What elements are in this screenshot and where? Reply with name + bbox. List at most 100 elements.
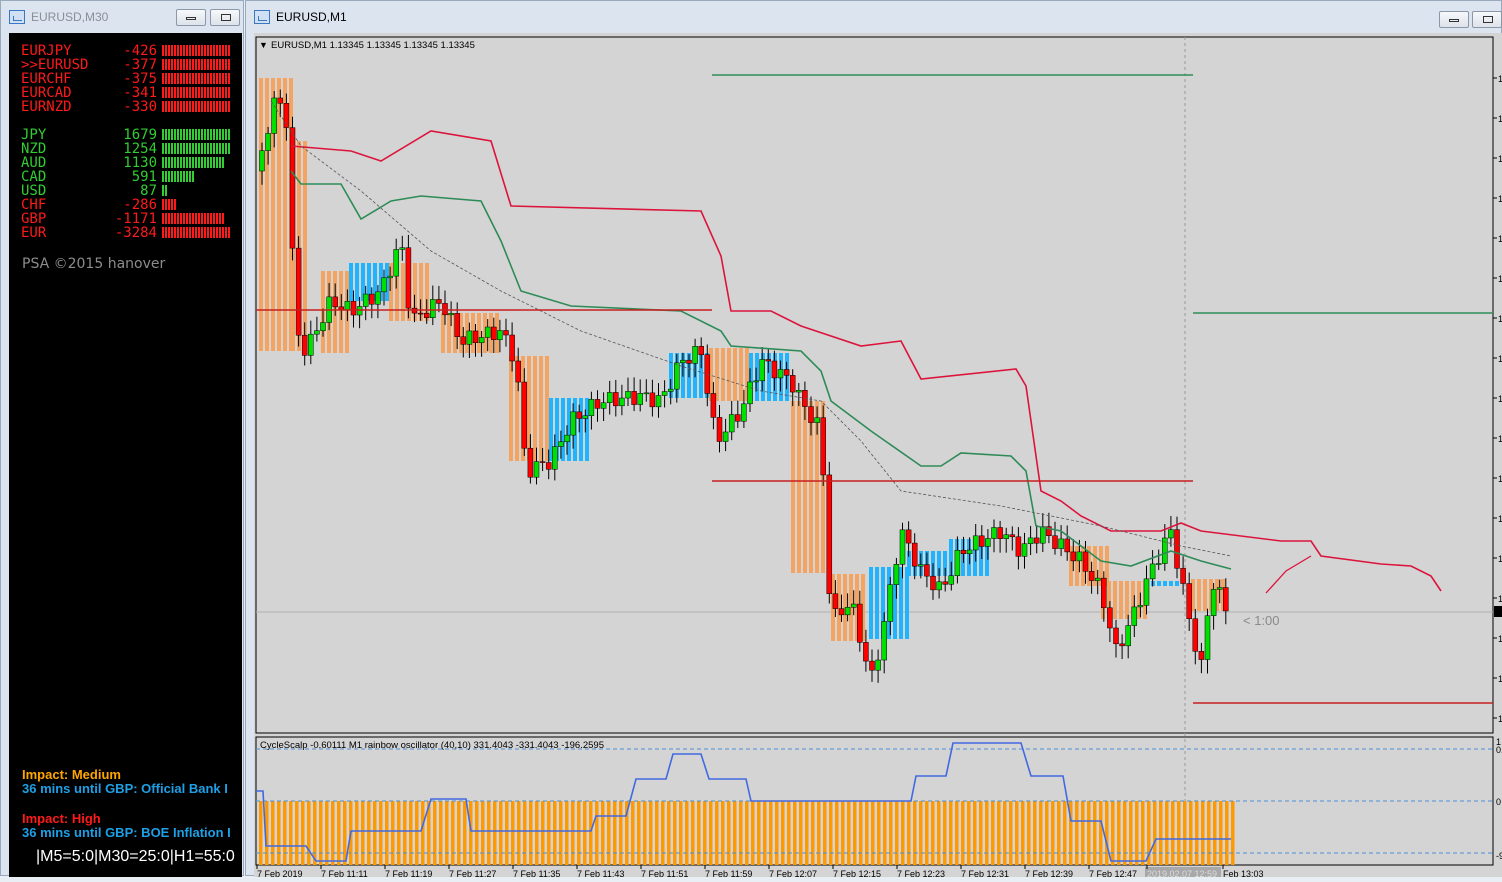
- oscillator-bar: [691, 801, 695, 865]
- candle-body: [1094, 577, 1101, 581]
- time-label: 7 Feb 12:15: [833, 869, 881, 877]
- oscillator-bar: [781, 801, 785, 865]
- oscillator-bar: [1075, 801, 1079, 865]
- strength-row: CAD 591: [9, 170, 242, 184]
- time-label: 7 Feb 11:43: [577, 869, 624, 877]
- oscillator-tick-label: 0.: [1496, 745, 1502, 755]
- candle-body: [850, 603, 857, 608]
- heikin-bar: [893, 567, 897, 639]
- candle-body: [484, 326, 491, 338]
- strength-row: NZD 1254: [9, 142, 242, 156]
- heikin-bar: [1125, 581, 1129, 619]
- oscillator-bar: [1201, 801, 1205, 865]
- candle-body: [265, 133, 271, 151]
- candle-body: [1033, 537, 1040, 544]
- candle-body: [1021, 543, 1028, 557]
- heikin-bar: [533, 356, 537, 461]
- time-label: 7 Feb 11:35: [513, 869, 560, 877]
- heikin-bar: [515, 356, 519, 461]
- heikin-bar: [277, 78, 281, 351]
- oscillator-bar: [277, 801, 281, 865]
- candle-body: [1180, 568, 1186, 584]
- candle-body: [588, 399, 595, 417]
- oscillator-bar: [793, 801, 797, 865]
- oscillator-bar: [463, 801, 467, 865]
- heikin-bar: [1169, 581, 1173, 586]
- candle-body: [320, 322, 326, 331]
- time-label: 7 Feb 12:23: [897, 869, 945, 877]
- candle-body: [771, 360, 778, 379]
- oscillator-bar: [571, 801, 575, 865]
- symbol-name: USD: [21, 183, 47, 199]
- candle-body: [1052, 535, 1058, 549]
- oscillator-tick-label: 1: [1496, 737, 1501, 747]
- oscillator-bar: [1045, 801, 1049, 865]
- news-event[interactable]: 36 mins until GBP: BOE Inflation I: [22, 825, 231, 840]
- price-tick-label: 1: [1498, 154, 1502, 164]
- oscillator-bar: [823, 801, 827, 865]
- symbol-name: EURJPY: [21, 43, 72, 59]
- time-label: 7 Feb 11:51: [641, 869, 688, 877]
- oscillator-bar: [1195, 801, 1199, 865]
- oscillator-bar: [1015, 801, 1019, 865]
- oscillator-bar: [877, 801, 881, 865]
- oscillator-bar: [337, 801, 341, 865]
- heikin-bar: [373, 263, 377, 301]
- oscillator-bar: [565, 801, 569, 865]
- oscillator-bar: [451, 801, 455, 865]
- candle-body: [716, 417, 723, 442]
- heikin-bar: [809, 401, 813, 573]
- oscillator-bar: [955, 801, 959, 865]
- chart-dropdown-icon[interactable]: ▼: [259, 40, 268, 50]
- minimize-button[interactable]: [1439, 11, 1469, 28]
- strength-row: EURNZD -330: [9, 100, 242, 114]
- heikin-bar: [803, 401, 807, 573]
- oscillator-bar: [469, 801, 473, 865]
- oscillator-bar: [799, 801, 803, 865]
- oscillator-bar: [541, 801, 545, 865]
- oscillator-bar: [733, 801, 737, 865]
- candle-body: [765, 359, 772, 362]
- heikin-bar: [413, 263, 417, 321]
- strength-row: >>EURUSD -377: [9, 58, 242, 72]
- oscillator-bar: [415, 801, 419, 865]
- heikin-bar: [379, 263, 383, 301]
- strength-value: 1130: [123, 155, 157, 171]
- heikin-bar: [495, 313, 499, 353]
- symbol-name: >>EURUSD: [21, 57, 89, 73]
- time-label: 7 Feb 12:31: [961, 869, 1009, 877]
- minimize-button[interactable]: [176, 9, 206, 26]
- candle-body: [594, 399, 601, 409]
- oscillator-bar: [1231, 801, 1235, 865]
- candle-body: [1223, 587, 1229, 612]
- heikin-bar: [1203, 579, 1207, 611]
- heikin-bar: [949, 539, 953, 576]
- time-label: Feb 13:03: [1223, 869, 1264, 877]
- candle-body: [631, 391, 637, 405]
- candle-body: [277, 97, 284, 104]
- strength-bar: [162, 101, 230, 112]
- oscillator-bar: [511, 801, 515, 865]
- heikin-bar: [1119, 581, 1123, 619]
- restore-button[interactable]: [210, 9, 240, 26]
- candle-body: [686, 359, 692, 364]
- oscillator-bar: [1147, 801, 1151, 865]
- heikin-bar: [389, 263, 393, 321]
- oscillator-bar: [331, 801, 335, 865]
- candle-body: [857, 603, 863, 643]
- heikin-bar: [745, 348, 749, 401]
- price-tick-label: 1: [1498, 514, 1502, 524]
- oscillator-bar: [721, 801, 725, 865]
- candle-body: [515, 360, 521, 383]
- candle-body: [869, 660, 875, 671]
- candle-body: [503, 330, 509, 336]
- news-impact: Impact: High: [22, 811, 101, 826]
- oscillator-bar: [1153, 801, 1157, 865]
- candle-body: [1174, 529, 1180, 569]
- restore-button[interactable]: [1472, 11, 1502, 28]
- news-event[interactable]: 36 mins until GBP: Official Bank I: [22, 781, 228, 796]
- left-title-bar: EURUSD,M30: [1, 1, 243, 33]
- heikin-bar: [385, 263, 389, 301]
